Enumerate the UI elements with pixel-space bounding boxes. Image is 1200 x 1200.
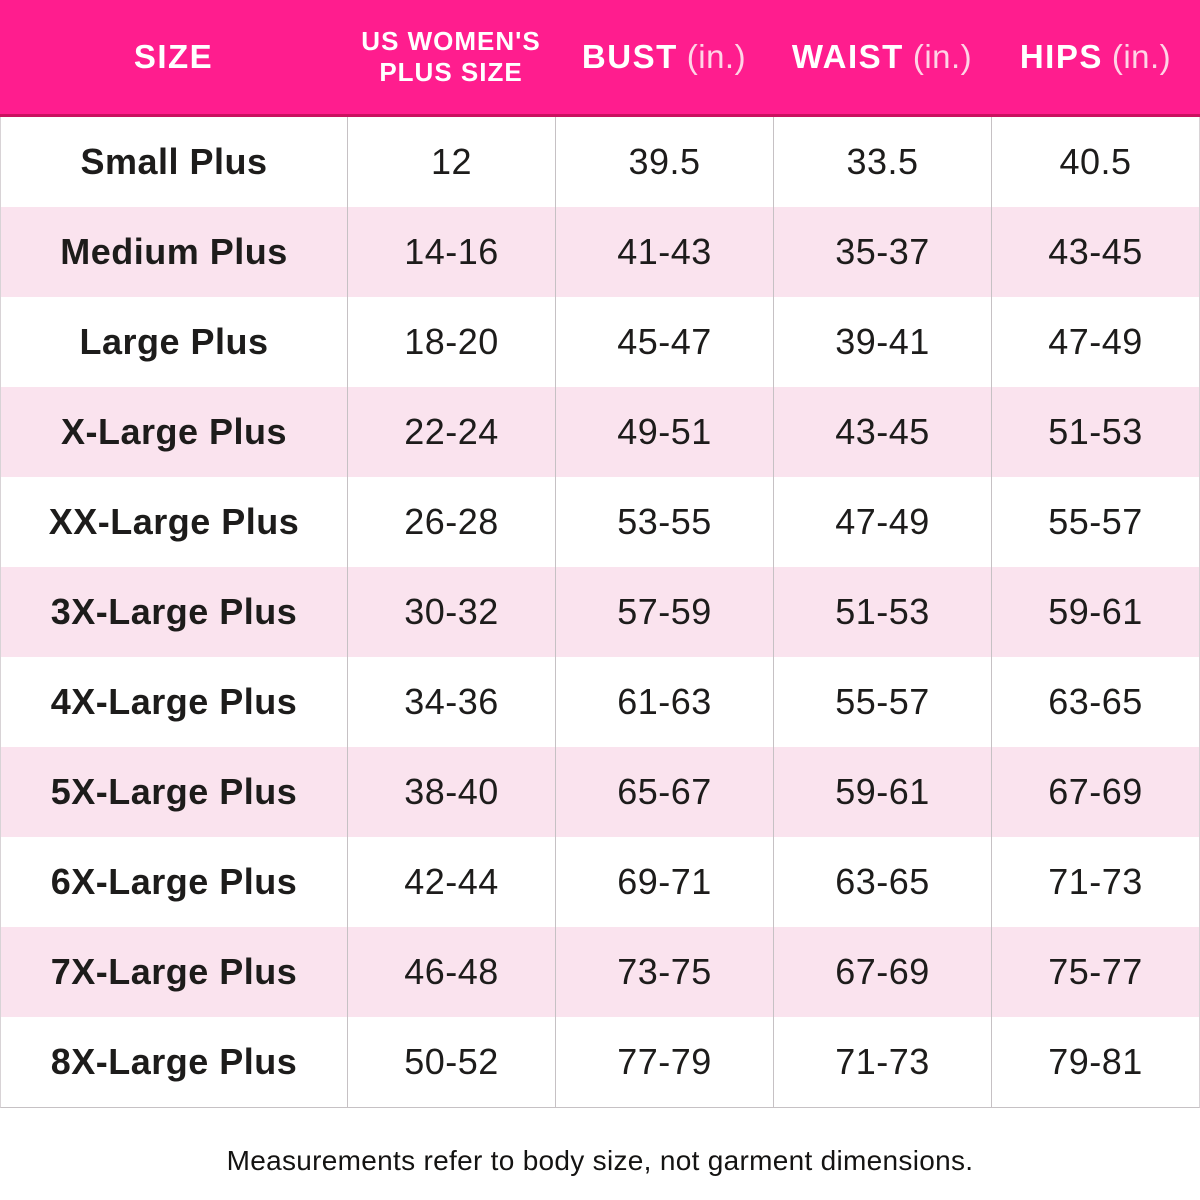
measurement-cell: 42-44 — [348, 837, 556, 927]
measurement-cell: 55-57 — [774, 657, 992, 747]
measurement-cell: 34-36 — [348, 657, 556, 747]
size-name-cell: 6X-Large Plus — [1, 837, 348, 927]
measurement-cell: 18-20 — [348, 297, 556, 387]
measurement-cell: 79-81 — [1048, 1041, 1143, 1082]
measurement-cell: 30-32 — [348, 567, 556, 657]
table-row: Large Plus 18-20 45-47 39-41 47-49 — [1, 297, 1199, 387]
measurement-cell: 38-40 — [348, 747, 556, 837]
measurement-cell: 71-73 — [1048, 861, 1143, 902]
measurement-cell: 73-75 — [556, 927, 774, 1017]
header-bust-unit: (in.) — [686, 38, 747, 75]
measurement-cell: 35-37 — [774, 207, 992, 297]
size-name-cell: XX-Large Plus — [1, 477, 348, 567]
measurement-cell: 53-55 — [556, 477, 774, 567]
header-hips-unit: (in.) — [1111, 38, 1172, 75]
table-row: 7X-Large Plus 46-48 73-75 67-69 75-77 — [1, 927, 1199, 1017]
size-name-cell: Large Plus — [1, 297, 348, 387]
measurement-cell: 71-73 — [774, 1017, 992, 1107]
measurement-cell: 43-45 — [774, 387, 992, 477]
measurement-cell: 45-47 — [556, 297, 774, 387]
measurement-cell: 14-16 — [348, 207, 556, 297]
size-name-cell: 5X-Large Plus — [1, 747, 348, 837]
table-header: SIZE US WOMEN'S PLUS SIZE BUST (in.) WAI… — [0, 0, 1200, 117]
header-hips: HIPS (in.) — [991, 0, 1200, 114]
table-row: 6X-Large Plus 42-44 69-71 63-65 71-73 — [1, 837, 1199, 927]
measurement-cell: 63-65 — [774, 837, 992, 927]
measurement-cell: 47-49 — [774, 477, 992, 567]
table-row: 3X-Large Plus 30-32 57-59 51-53 59-61 — [1, 567, 1199, 657]
measurement-cell: 59-61 — [1048, 591, 1143, 632]
measurement-cell: 51-53 — [1048, 411, 1143, 452]
measurement-cell: 47-49 — [1048, 321, 1143, 362]
header-bust-label: BUST — [581, 38, 678, 75]
measurement-cell: 75-77 — [1048, 951, 1143, 992]
measurement-cell: 51-53 — [774, 567, 992, 657]
measurement-cell: 33.5 — [774, 117, 992, 207]
table-body: Small Plus 12 39.5 33.5 40.5 Medium Plus 14-16… — [0, 117, 1200, 1108]
size-name-cell: 4X-Large Plus — [1, 657, 348, 747]
measurement-cell: 63-65 — [1048, 681, 1143, 722]
measurement-cell: 40.5 — [1059, 141, 1132, 182]
table-row: XX-Large Plus 26-28 53-55 47-49 55-57 — [1, 477, 1199, 567]
measurement-cell: 39.5 — [556, 117, 774, 207]
header-waist-unit: (in.) — [912, 38, 973, 75]
measurement-cell: 77-79 — [556, 1017, 774, 1107]
header-us-plus-line1: US WOMEN'S — [361, 25, 541, 56]
table-row: 8X-Large Plus 50-52 77-79 71-73 79-81 — [1, 1017, 1199, 1107]
header-bust: BUST (in.) — [555, 0, 773, 114]
table-row: X-Large Plus 22-24 49-51 43-45 51-53 — [1, 387, 1199, 477]
header-hips-label: HIPS — [1019, 38, 1103, 75]
measurement-cell: 12 — [348, 117, 556, 207]
measurement-cell: 43-45 — [1048, 231, 1143, 272]
measurement-cell: 46-48 — [348, 927, 556, 1017]
header-us-plus-size: US WOMEN'S PLUS SIZE — [347, 0, 555, 114]
measurement-cell: 39-41 — [774, 297, 992, 387]
measurement-cell: 67-69 — [1048, 771, 1143, 812]
footnote: Measurements refer to body size, not gar… — [226, 1145, 974, 1176]
measurement-cell: 61-63 — [556, 657, 774, 747]
header-waist: WAIST (in.) — [773, 0, 991, 114]
table-row: Small Plus 12 39.5 33.5 40.5 — [1, 117, 1199, 207]
size-name-cell: 3X-Large Plus — [1, 567, 348, 657]
size-name-cell: Small Plus — [1, 117, 348, 207]
header-size: SIZE — [0, 0, 347, 114]
measurement-cell: 26-28 — [348, 477, 556, 567]
measurement-cell: 57-59 — [556, 567, 774, 657]
size-name-cell: 7X-Large Plus — [1, 927, 348, 1017]
table-row: 4X-Large Plus 34-36 61-63 55-57 63-65 — [1, 657, 1199, 747]
measurement-cell: 50-52 — [348, 1017, 556, 1107]
measurement-cell: 69-71 — [556, 837, 774, 927]
table-row: 5X-Large Plus 38-40 65-67 59-61 67-69 — [1, 747, 1199, 837]
header-size-label: SIZE — [133, 38, 214, 75]
measurement-cell: 49-51 — [556, 387, 774, 477]
header-us-plus-line2: PLUS SIZE — [379, 57, 523, 87]
measurement-cell: 41-43 — [556, 207, 774, 297]
table-row: Medium Plus 14-16 41-43 35-37 43-45 — [1, 207, 1199, 297]
measurement-cell: 55-57 — [1048, 501, 1143, 542]
header-waist-label: WAIST — [791, 38, 904, 75]
size-name-cell: X-Large Plus — [1, 387, 348, 477]
measurement-cell: 22-24 — [348, 387, 556, 477]
size-name-cell: 8X-Large Plus — [1, 1017, 348, 1107]
size-name-cell: Medium Plus — [1, 207, 348, 297]
measurement-cell: 59-61 — [774, 747, 992, 837]
measurement-cell: 67-69 — [774, 927, 992, 1017]
measurement-cell: 65-67 — [556, 747, 774, 837]
